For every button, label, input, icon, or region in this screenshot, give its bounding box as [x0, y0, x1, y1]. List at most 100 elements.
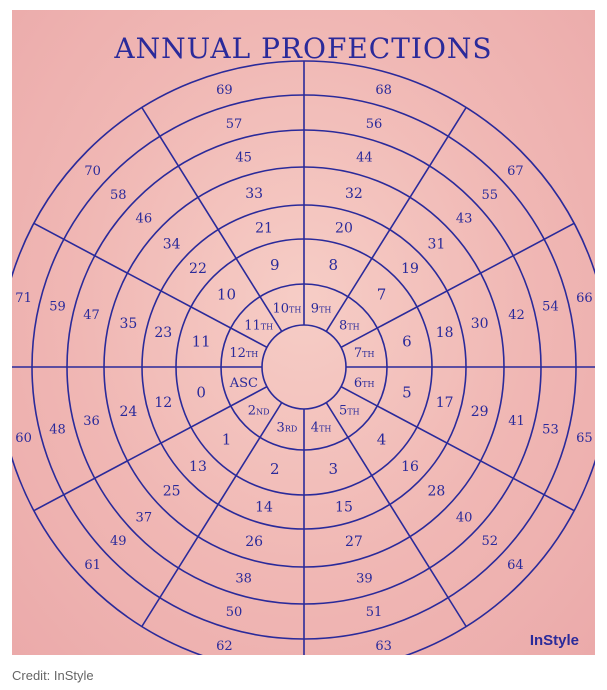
house-label-number: 6	[354, 376, 362, 391]
image-credit: Credit: InStyle	[12, 668, 94, 683]
house-label-suffix: TH	[246, 350, 258, 359]
house-label-suffix: TH	[319, 425, 331, 434]
age-label: 23	[154, 325, 172, 341]
age-label: 70	[84, 164, 101, 179]
age-label: 7	[377, 286, 387, 304]
house-label-number: 2	[248, 403, 256, 418]
age-label: 38	[235, 572, 252, 587]
age-label: 25	[163, 483, 181, 499]
age-label: 45	[235, 150, 252, 165]
age-label: 71	[15, 291, 32, 306]
age-label: 6	[402, 332, 412, 350]
house-label-8: 9TH	[311, 301, 332, 316]
age-label: 9	[270, 256, 280, 274]
age-label: 53	[542, 422, 559, 437]
age-label: 56	[366, 117, 383, 132]
age-label: 40	[456, 510, 473, 525]
house-label-suffix: TH	[261, 323, 273, 332]
age-label: 36	[83, 414, 100, 429]
house-label-suffix: TH	[347, 323, 359, 332]
age-label: 44	[356, 150, 373, 165]
age-label: 60	[15, 431, 32, 446]
house-divider-4	[141, 107, 283, 332]
age-label: 17	[436, 395, 454, 411]
house-label-suffix: TH	[362, 380, 374, 389]
age-label: 2	[270, 460, 280, 478]
age-label: 8	[328, 256, 338, 274]
brand-logo: InStyle	[529, 632, 579, 649]
house-divider-1	[340, 222, 575, 348]
age-label: 16	[401, 459, 419, 475]
age-label: 20	[335, 221, 353, 237]
age-label: 50	[226, 605, 243, 620]
age-label: 28	[427, 483, 445, 499]
age-label: 19	[401, 261, 419, 277]
house-label-2: 3RD	[277, 421, 298, 436]
house-label-suffix: TH	[347, 407, 359, 416]
age-label: 14	[255, 499, 273, 515]
age-label: 4	[377, 430, 387, 448]
age-label: 65	[576, 431, 593, 446]
house-label-suffix: TH	[362, 350, 374, 359]
ring-circle-0	[261, 324, 347, 410]
age-label: 41	[508, 414, 525, 429]
age-label: 61	[84, 558, 101, 573]
age-label: 66	[576, 291, 593, 306]
age-label: 1	[222, 430, 232, 448]
age-label: 42	[508, 308, 525, 323]
house-divider-2	[325, 107, 467, 332]
age-label: 59	[49, 300, 66, 315]
age-label: 37	[136, 510, 153, 525]
age-label: 57	[226, 117, 243, 132]
age-label: 24	[119, 404, 137, 420]
house-divider-5	[33, 222, 268, 348]
age-label: 15	[335, 499, 353, 515]
age-label: 67	[507, 164, 524, 179]
age-label: 48	[49, 422, 66, 437]
age-label: 47	[83, 308, 100, 323]
house-label-number: 5	[339, 403, 347, 418]
age-label: 34	[163, 237, 181, 253]
age-label: 10	[217, 286, 236, 304]
house-label-number: 8	[339, 319, 347, 334]
house-divider-8	[141, 402, 283, 627]
house-label-10: 11TH	[244, 319, 273, 334]
house-label-suffix: TH	[289, 305, 301, 314]
house-divider-7	[33, 386, 268, 512]
house-label-6: 7TH	[354, 346, 375, 361]
age-label: 0	[196, 384, 206, 402]
age-label: 3	[328, 460, 338, 478]
age-label: 31	[427, 237, 445, 253]
age-label: 39	[356, 572, 373, 587]
age-label: 22	[189, 261, 207, 277]
age-label: 49	[110, 534, 127, 549]
house-divider-11	[340, 386, 575, 512]
age-label: 33	[245, 186, 263, 202]
age-label: 69	[216, 83, 233, 98]
house-label-suffix: TH	[319, 305, 331, 314]
house-label-suffix: ND	[256, 407, 269, 416]
age-label: 27	[345, 534, 363, 550]
age-label: 64	[507, 558, 524, 573]
age-label: 11	[192, 332, 211, 350]
house-label-number: 3	[277, 421, 285, 436]
age-label: 63	[375, 639, 392, 654]
house-label-0: ASC	[229, 376, 258, 391]
age-label: 46	[136, 212, 153, 227]
age-label: 12	[154, 395, 172, 411]
age-label: 5	[402, 384, 412, 402]
age-label: 21	[255, 221, 273, 237]
age-label: 58	[110, 188, 127, 203]
age-label: 29	[471, 404, 489, 420]
house-label-7: 8TH	[339, 319, 360, 334]
house-label-4: 5TH	[339, 403, 360, 418]
house-label-3: 4TH	[311, 421, 332, 436]
house-label-9: 10TH	[272, 301, 301, 316]
age-label: 62	[216, 639, 233, 654]
house-label-11: 12TH	[229, 346, 258, 361]
age-label: 43	[456, 212, 473, 227]
house-label-suffix: RD	[285, 425, 297, 434]
age-label: 26	[245, 534, 263, 550]
house-label-number: 4	[311, 421, 319, 436]
